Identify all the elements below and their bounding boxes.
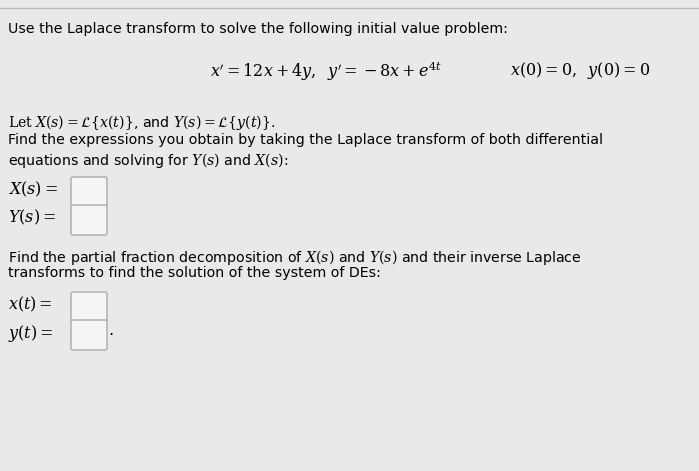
FancyBboxPatch shape	[71, 320, 107, 350]
Text: $X(s) =$: $X(s) =$	[8, 180, 58, 199]
Text: $Y(s) =$: $Y(s) =$	[8, 208, 56, 227]
Text: .: .	[108, 323, 113, 338]
Text: $x(0) = 0, \;\; y(0) = 0$: $x(0) = 0, \;\; y(0) = 0$	[510, 60, 650, 81]
Text: Use the Laplace transform to solve the following initial value problem:: Use the Laplace transform to solve the f…	[8, 22, 508, 36]
FancyBboxPatch shape	[71, 177, 107, 207]
FancyBboxPatch shape	[71, 205, 107, 235]
Text: Find the partial fraction decomposition of $X(s)$ and $Y(s)$ and their inverse L: Find the partial fraction decomposition …	[8, 248, 582, 267]
Text: $y(t) =$: $y(t) =$	[8, 323, 53, 344]
FancyBboxPatch shape	[71, 292, 107, 322]
Text: $\mathrm{Let}\; X(s) = \mathcal{L}\{x(t)\}$, and $Y(s) = \mathcal{L}\{y(t)\}$.: $\mathrm{Let}\; X(s) = \mathcal{L}\{x(t)…	[8, 113, 275, 132]
Text: Find the expressions you obtain by taking the Laplace transform of both differen: Find the expressions you obtain by takin…	[8, 133, 603, 147]
Text: equations and solving for $Y(s)$ and $X(s)$:: equations and solving for $Y(s)$ and $X(…	[8, 151, 289, 170]
Text: $x(t) =$: $x(t) =$	[8, 295, 52, 314]
Text: $x' = 12x + 4y, \;\; y' = -8x + e^{4t}$: $x' = 12x + 4y, \;\; y' = -8x + e^{4t}$	[210, 60, 442, 83]
Text: transforms to find the solution of the system of DEs:: transforms to find the solution of the s…	[8, 266, 381, 280]
